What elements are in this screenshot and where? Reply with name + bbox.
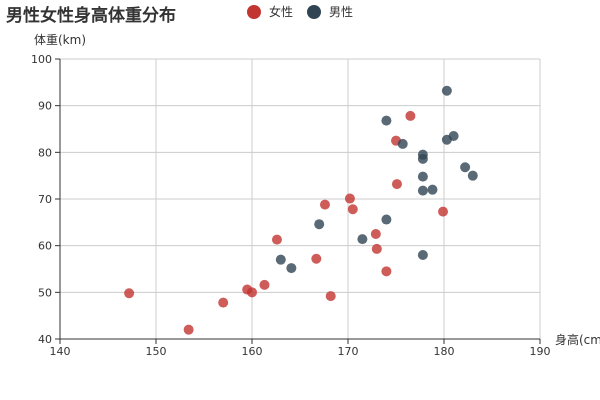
y-tick-label: 40 bbox=[38, 333, 52, 346]
female-data-point bbox=[347, 204, 358, 215]
legend-label-male: 男性 bbox=[329, 5, 354, 19]
female-data-point bbox=[271, 234, 282, 245]
y-tick-label: 90 bbox=[38, 100, 52, 113]
female-data-point bbox=[405, 110, 416, 121]
y-tick-label: 50 bbox=[38, 286, 52, 299]
male-data-point bbox=[381, 214, 392, 225]
x-tick-label: 180 bbox=[434, 345, 455, 358]
x-tick-label: 140 bbox=[50, 345, 71, 358]
male-data-point bbox=[460, 162, 471, 173]
legend: 女性 男性 bbox=[247, 3, 353, 20]
male-data-point bbox=[417, 149, 428, 160]
legend-item-female[interactable]: 女性 bbox=[247, 3, 293, 20]
female-data-point bbox=[438, 206, 449, 217]
female-data-point bbox=[344, 193, 355, 204]
male-data-point bbox=[275, 254, 286, 265]
male-data-point bbox=[357, 234, 368, 245]
male-data-point bbox=[441, 85, 452, 96]
female-data-point bbox=[124, 288, 135, 299]
male-data-point bbox=[467, 170, 478, 181]
male-data-point bbox=[448, 131, 459, 141]
y-tick-label: 70 bbox=[38, 193, 52, 206]
female-data-point bbox=[218, 297, 229, 308]
y-tick-label: 80 bbox=[38, 146, 52, 159]
male-data-point bbox=[314, 219, 325, 230]
chart-title: 男性女性身高体重分布 bbox=[6, 6, 176, 26]
female-data-point bbox=[371, 243, 382, 254]
male-data-point bbox=[417, 250, 428, 260]
male-data-point bbox=[427, 184, 438, 195]
female-data-point bbox=[259, 279, 270, 290]
male-data-point bbox=[286, 263, 297, 274]
x-tick-label: 170 bbox=[338, 345, 359, 358]
female-data-point bbox=[391, 179, 402, 190]
female-data-point bbox=[325, 291, 336, 302]
legend-dot-male-icon bbox=[307, 4, 322, 19]
male-data-point bbox=[381, 115, 392, 126]
female-data-point bbox=[311, 253, 322, 264]
x-tick-label: 160 bbox=[242, 345, 263, 358]
y-tick-label: 60 bbox=[38, 240, 52, 253]
x-tick-label: 190 bbox=[530, 345, 551, 358]
male-data-point bbox=[417, 171, 428, 182]
legend-item-male[interactable]: 男性 bbox=[307, 3, 353, 20]
y-axis-title: 体重(km) bbox=[34, 33, 87, 47]
female-data-point bbox=[247, 287, 257, 298]
female-data-point bbox=[183, 324, 194, 335]
female-data-point bbox=[370, 229, 381, 239]
female-data-point bbox=[319, 199, 330, 210]
x-tick-label: 150 bbox=[146, 345, 167, 358]
male-data-point bbox=[397, 138, 408, 149]
male-data-point bbox=[417, 185, 428, 196]
legend-label-female: 女性 bbox=[269, 5, 294, 19]
female-data-point bbox=[381, 266, 392, 277]
y-tick-label: 100 bbox=[31, 53, 52, 66]
x-axis-title: 身高(cm bbox=[555, 333, 600, 347]
legend-dot-female-icon bbox=[247, 4, 261, 19]
